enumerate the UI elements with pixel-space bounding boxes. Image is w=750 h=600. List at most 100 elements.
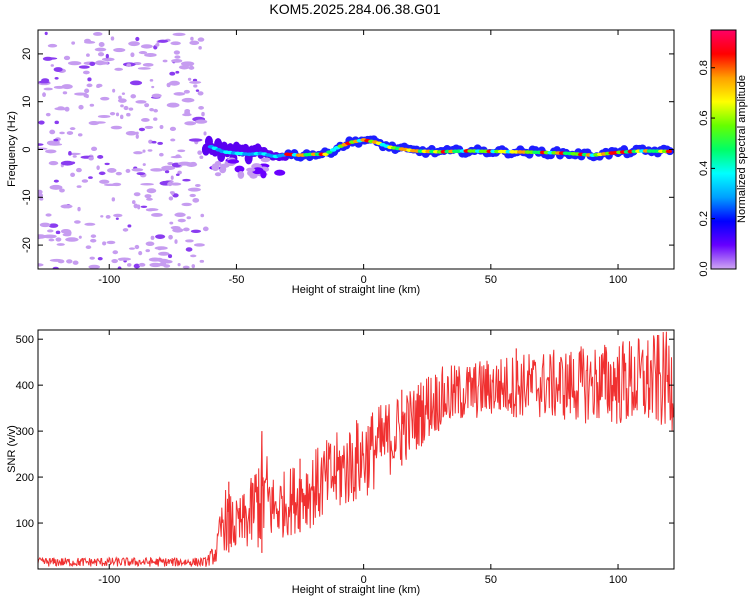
spectrogram-noise-cell [38,263,44,267]
spectrogram-noise-cell [53,138,59,142]
spectrogram-noise-cell [185,247,193,252]
spectrogram-y-tick-label: -20 [21,237,33,253]
spectrogram-noise-cell [150,235,155,240]
spectrogram-noise-cell [125,168,131,173]
colorbar-tick-label: 0.8 [698,60,710,75]
snr-y-tick-label: 100 [16,518,34,530]
spectrogram-noise-cell [96,165,100,171]
spectrogram-noise-cell [144,53,157,58]
spectrogram-noise-cell [107,167,117,173]
spectrogram-noise-cell [110,125,123,130]
spectrogram-noise-cell [76,185,82,188]
spectrogram-noise-cell [67,61,82,66]
spectrogram-noise-cell [199,155,204,160]
spectrogram-noise-cell [131,168,144,172]
spectrogram-noise-cell [62,91,68,95]
spectrogram-noise-cell [50,64,54,67]
spectrogram-noise-cell [105,53,109,59]
spectrogram-noise-cell [118,95,122,100]
spectrogram-y-tick-label: 0 [21,146,33,152]
spectrogram-noise-cell [122,228,129,232]
spectrogram-noise-cell [190,254,197,258]
spectrogram-noise-cell [96,83,103,88]
spectrogram-noise-cell [189,80,202,84]
spectrogram-low-blob [246,167,256,172]
spectrogram-noise-cell [199,259,205,263]
spectrogram-noise-cell [163,264,171,268]
spectrogram-noise-cell [110,36,115,41]
spectrogram-noise-cell [47,43,58,48]
spectrogram-noise-cell [151,93,162,98]
spectrogram-noise-cell [189,40,200,46]
spectrogram-noise-cell [86,83,93,88]
spectrogram-noise-cell [133,203,139,209]
spectrogram-noise-cell [99,179,110,184]
spectrogram-noise-cell [130,94,137,99]
spectrogram-noise-cell [78,104,84,110]
spectrogram-noise-cell [69,127,76,131]
spectrogram-noise-cell [49,129,56,135]
spectrogram-noise-cell [177,262,181,267]
spectrogram-noise-cell [191,264,196,269]
spectrogram-noise-cell [89,103,95,107]
spectrogram-noise-cell [147,149,153,152]
spectrogram-noise-cell [130,52,135,58]
spectrogram-noise-cell [172,227,184,233]
snr-x-tick-label: 100 [609,574,627,586]
snr-x-tick-label: 0 [361,574,367,586]
spectrogram-noise-cell [54,107,68,111]
spectrogram-noise-cell [174,55,181,59]
spectrogram-noise-cell [174,212,186,218]
spectrogram-noise-cell [192,197,200,203]
spectrogram-noise-cell [189,193,196,198]
spectrogram-noise-cell [126,63,132,68]
spectrogram-noise-cell [97,114,111,118]
spectrogram-noise-cell [193,84,198,88]
spectrogram-noise-cell [55,237,62,242]
spectrogram-noise-cell [136,172,146,176]
spectrogram-noise-cell [70,161,76,165]
spectrogram-noise-cell [167,254,173,259]
spectrogram-noise-cell [84,88,90,94]
spectrogram-noise-cell [45,213,52,217]
spectrogram-noise-cell [95,60,105,66]
spectrogram-noise-cell [74,220,81,224]
spectrogram-noise-cell [132,200,136,205]
spectrogram-noise-cell [157,141,164,145]
spectrogram-noise-cell [94,47,107,52]
spectrogram-noise-cell [115,112,120,117]
spectrogram-noise-cell [135,36,140,42]
spectrogram-noise-cell [89,61,96,66]
spectrogram-noise-cell [39,222,51,228]
spectrogram-noise-cell [38,235,42,240]
spectrogram-noise-cell [91,146,98,152]
spectrogram-noise-cell [52,266,59,269]
spectrogram-noise-cell [166,102,180,108]
spectrogram-noise-cell [66,131,74,135]
spectrogram-noise-cell [111,258,119,264]
snr-x-tick-label: -100 [98,574,120,586]
spectrogram-noise-cell [145,208,155,212]
spectrogram-noise-cell [42,92,46,98]
spectrogram-low-blob [274,169,286,176]
spectrogram-noise-cell [198,105,204,110]
spectrogram-noise-cell [168,80,180,86]
spectrogram-noise-cell [78,235,82,239]
spectrogram-noise-cell [177,218,186,223]
spectrogram-noise-cell [185,239,194,243]
colorbar-tick-label: 0.0 [698,261,710,276]
spectrogram-noise-cell [168,196,174,201]
spectrogram-noise-cell [45,112,51,117]
spectrogram-ridge-cell [665,149,673,154]
spectrogram-noise-cell [141,118,150,122]
spectrogram-noise-cell [153,108,158,113]
spectrogram-y-tick-label: 10 [21,96,33,108]
spectrogram-noise-cell [44,31,48,36]
colorbar-tick-label: 0.2 [698,211,710,226]
spectrogram-noise-cell [59,131,65,135]
spectrogram-noise-cell [170,41,181,46]
spectrogram-noise-cell [38,192,44,198]
spectrogram-noise-cell [88,264,101,269]
spectrogram-noise-cell [77,206,81,212]
spectrogram-noise-cell [203,131,207,136]
